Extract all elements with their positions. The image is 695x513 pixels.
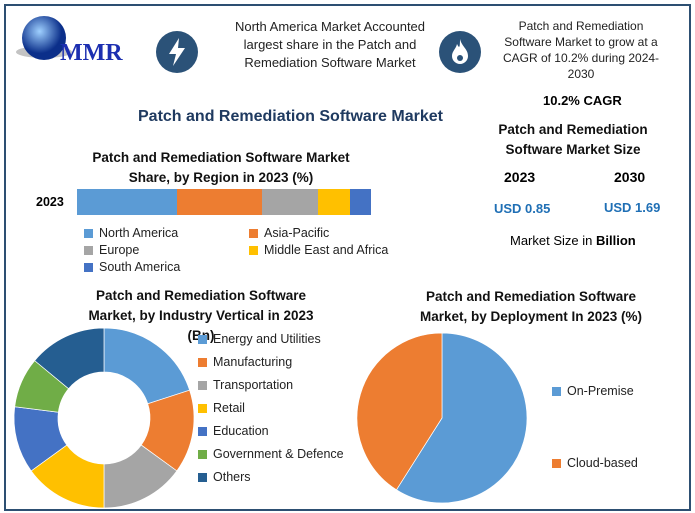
legend-swatch xyxy=(552,458,561,468)
deployment-chart-title: Patch and Remediation Software Market, b… xyxy=(419,289,643,324)
legend-item: Government & Defence xyxy=(198,447,344,461)
slice-energy-and-utilities xyxy=(103,327,191,405)
legend-item: Middle East and Africa xyxy=(249,243,414,257)
cagr-label: 10.2% CAGR xyxy=(543,93,622,108)
legend-item: On-Premise xyxy=(552,384,638,398)
fact-north-america: North America Market Accounted largest s… xyxy=(234,19,426,70)
bar-segment-asia-pacific xyxy=(176,189,263,215)
legend-label: Europe xyxy=(99,243,140,257)
legend-label: Transportation xyxy=(213,378,294,392)
legend-swatch xyxy=(84,228,93,238)
deployment-pie xyxy=(356,332,528,504)
legend-swatch xyxy=(198,403,207,413)
legend-item: Asia-Pacific xyxy=(249,226,414,240)
year-2030: 2030 xyxy=(614,169,646,185)
region-legend: North America Asia-Pacific Europe Middle Ea… xyxy=(84,226,414,274)
slice-on-premise xyxy=(395,332,528,504)
industry-chart-title: Patch and Remediation Software Market, b… xyxy=(88,288,314,343)
fact-cagr: Patch and Remediation Software Market to… xyxy=(502,19,660,81)
legend-label: Education xyxy=(213,424,269,438)
unit-note: Market Size in Billion xyxy=(510,233,636,248)
legend-label: Middle East and Africa xyxy=(264,243,389,257)
legend-item: Others xyxy=(198,470,344,484)
legend-item: Cloud-based xyxy=(552,456,638,470)
legend-item: Manufacturing xyxy=(198,355,344,369)
legend-swatch xyxy=(198,334,207,344)
bar-segment-north-america xyxy=(77,189,177,215)
legend-swatch xyxy=(198,472,207,482)
mmr-logo: MMR xyxy=(14,12,134,72)
market-size-title: Patch and Remediation Software Market Si… xyxy=(498,122,648,157)
legend-swatch xyxy=(84,262,93,272)
slice-others xyxy=(34,327,105,390)
value-2023: USD 0.85 xyxy=(494,201,551,216)
legend-item: Education xyxy=(198,424,344,438)
legend-label: Energy and Utilities xyxy=(213,332,321,346)
legend-swatch xyxy=(249,228,258,238)
legend-label: Cloud-based xyxy=(567,456,638,470)
legend-label: On-Premise xyxy=(567,384,634,398)
legend-item: Transportation xyxy=(198,378,344,392)
legend-item: Retail xyxy=(198,401,344,415)
deployment-legend: On-Premise Cloud-based xyxy=(552,384,638,470)
year-2023: 2023 xyxy=(504,169,536,185)
region-bar xyxy=(77,189,371,215)
legend-label: Manufacturing xyxy=(213,355,293,369)
legend-swatch xyxy=(198,449,207,459)
value-2030: USD 1.69 xyxy=(604,200,661,215)
bar-segment-middle-east-and-africa xyxy=(318,189,351,215)
flame-icon xyxy=(439,31,481,73)
legend-item: South America xyxy=(84,260,249,274)
lightning-icon xyxy=(156,31,198,73)
svg-text:MMR: MMR xyxy=(60,40,123,66)
legend-swatch xyxy=(198,357,207,367)
legend-label: South America xyxy=(99,260,181,274)
bar-segment-south-america xyxy=(350,189,371,215)
legend-label: Retail xyxy=(213,401,245,415)
industry-legend: Energy and Utilities Manufacturing Transpo… xyxy=(198,332,344,484)
bar-segment-europe xyxy=(262,189,319,215)
infographic: MMR North America Market Accounted large… xyxy=(4,4,691,511)
legend-item: North America xyxy=(84,226,249,240)
industry-donut xyxy=(13,327,195,509)
region-chart-title: Patch and Remediation Software Market Sh… xyxy=(92,150,350,185)
legend-label: Asia-Pacific xyxy=(264,226,330,240)
legend-label: Government & Defence xyxy=(213,447,344,461)
legend-swatch xyxy=(84,245,93,255)
legend-swatch xyxy=(249,245,258,255)
bar-category: 2023 xyxy=(36,195,64,209)
legend-swatch xyxy=(552,386,561,396)
main-title: Patch and Remediation Software Market xyxy=(138,108,443,125)
legend-item: Energy and Utilities xyxy=(198,332,344,346)
slice-cloud-based xyxy=(356,332,443,491)
legend-swatch xyxy=(198,380,207,390)
legend-label: Others xyxy=(213,470,251,484)
legend-label: North America xyxy=(99,226,179,240)
legend-item: Europe xyxy=(84,243,249,257)
legend-swatch xyxy=(198,426,207,436)
